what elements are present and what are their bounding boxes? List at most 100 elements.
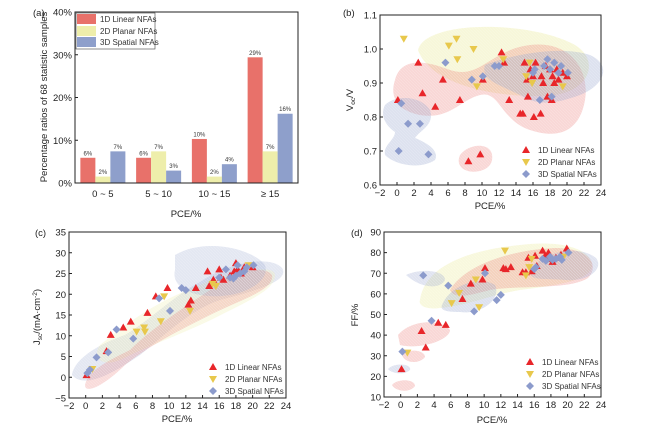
panel-c-point-spatial-19 — [249, 261, 258, 270]
panel-c-x-tick-label-11: 20 — [247, 401, 258, 412]
panel-d-x-tick-label-7: 12 — [496, 400, 507, 411]
panel-d-point-planar-7 — [525, 264, 534, 272]
panel-b-point-linear-11 — [505, 96, 514, 103]
panel-b-points — [393, 35, 572, 165]
panel-d-point-planar-6 — [521, 272, 530, 280]
bar-label-spatial-1: 3% — [169, 164, 178, 170]
panel-b-point-linear-19 — [529, 113, 538, 120]
panel-d-x-axis-label: PCE/% — [477, 415, 508, 426]
panel-d-point-linear-10 — [501, 265, 510, 273]
y-tick-label-3: 30% — [53, 50, 73, 61]
panel-a-y-axis-label: Percentage ratios of 68 statistic sample… — [39, 11, 50, 182]
panel-c-y-tick-label-6: 25 — [55, 269, 66, 280]
bar-spatial-2 — [221, 164, 237, 183]
panel-d-point-planar-2 — [455, 289, 464, 297]
panel-b-point-linear-13 — [518, 109, 527, 117]
panel-c-point-planar-7 — [208, 280, 217, 288]
panel-b-point-planar-1 — [444, 42, 453, 50]
panel-b-ylabel-sub: oc — [350, 97, 357, 105]
panel-b-ylabel-tail: /V — [345, 88, 356, 98]
panel-d-point-linear-11 — [506, 263, 515, 271]
panel-b-point-planar-0 — [399, 35, 408, 43]
panel-b-ticks: −2 0 2 4 6 8 10 12 14 16 18 20 22 240.60.70.80.91.01.… — [364, 11, 607, 200]
panel-b-y-tick-label-1: 0.7 — [364, 147, 377, 158]
panel-c-point-spatial-7 — [165, 306, 174, 315]
legend-label-planar: 2D Planar NFAs — [100, 27, 157, 36]
panel-d-label: (d) — [351, 228, 363, 239]
panel-c-y-tick-label-2: 5 — [61, 352, 66, 363]
panel-c-legend-marker-planar — [209, 376, 217, 383]
panel-c-ylabel-tail: /(mA·cm — [32, 298, 43, 334]
panel-d-point-spatial-9 — [531, 263, 540, 272]
panel-a-label: (a) — [33, 8, 45, 19]
panel-b-x-tick-label-1: 0 — [394, 188, 399, 199]
bar-linear-0 — [80, 157, 96, 183]
bar-label-linear-2: 10% — [193, 132, 206, 138]
panel-d-legend-label-linear: 1D Linear NFAs — [542, 358, 598, 367]
panel-d-region-hatch-4 — [406, 270, 445, 287]
panel-c-point-linear-12 — [205, 281, 214, 289]
panel-a-x-axis-label: PCE/% — [171, 209, 202, 220]
panel-b-point-planar-6 — [499, 56, 508, 64]
panel-b-point-linear-6 — [464, 157, 473, 165]
bar-planar-0 — [95, 176, 111, 183]
legend-swatch-linear — [77, 14, 96, 24]
panel-b-point-spatial-5 — [441, 58, 450, 67]
panel-c-y-tick-label-4: 15 — [55, 311, 66, 322]
bar-spatial-3 — [277, 113, 293, 183]
panel-b-x-tick-label-0: −2 — [375, 188, 386, 199]
panel-d-y-tick-label-6: 70 — [370, 269, 381, 280]
y-tick-label-0: 0% — [58, 179, 72, 190]
panel-d-legend-marker-planar — [526, 371, 534, 378]
panel-c-point-linear-10 — [191, 284, 200, 292]
panel-c-point-spatial-9 — [181, 286, 190, 295]
x-tick-label-0: 0 ~ 5 — [92, 189, 113, 200]
panel-c-point-planar-4 — [156, 318, 165, 326]
bar-label-spatial-0: 7% — [114, 145, 123, 151]
panel-b-point-spatial-4 — [424, 150, 433, 159]
panel-c-point-linear-8 — [184, 300, 193, 308]
panel-b-legend-marker-linear — [522, 146, 530, 153]
panel-c-x-tick-label-9: 16 — [214, 401, 225, 412]
bar-planar-3 — [262, 151, 278, 183]
legend-label-linear: 1D Linear NFAs — [100, 15, 156, 24]
panel-b-y-tick-label-4: 1.0 — [364, 45, 377, 56]
panel-c-x-tick-label-0: −2 — [64, 401, 75, 412]
panel-c-point-spatial-18 — [242, 263, 251, 272]
panel-d-point-linear-1 — [417, 327, 426, 334]
panel-d-point-spatial-5 — [480, 269, 489, 278]
panel-d-x-tick-label-13: 24 — [596, 400, 607, 411]
y-tick-label-2: 20% — [53, 93, 73, 104]
panel-d-legend-label-planar: 2D Planar NFAs — [542, 370, 599, 379]
panel-c-point-planar-8 — [211, 282, 220, 290]
panel-d-point-spatial-6 — [492, 296, 501, 305]
panel-c-x-tick-label-1: 0 — [83, 401, 88, 412]
bar-label-planar-0: 2% — [99, 170, 108, 176]
bar-linear-3 — [247, 57, 263, 183]
panel-b-point-spatial-19 — [557, 62, 566, 70]
panel-b-x-tick-label-13: 24 — [596, 188, 607, 199]
panel-c-point-spatial-15 — [233, 261, 242, 270]
panel-c-point-spatial-1 — [85, 365, 94, 374]
panel-d-point-spatial-7 — [496, 290, 505, 299]
panel-b-voc-scatter: (b) −2 0 2 4 6 8 10 12 14 16 18 20 22 240.60.70.80.91… — [343, 8, 606, 212]
panel-b-point-spatial-18 — [554, 68, 563, 77]
panel-c-point-spatial-2 — [92, 353, 101, 362]
panel-c-x-tick-label-3: 4 — [116, 401, 121, 412]
x-tick-label-1: 5 ~ 10 — [145, 189, 172, 200]
panel-b-x-tick-label-2: 2 — [411, 188, 416, 199]
panel-d-x-tick-label-10: 18 — [546, 400, 557, 411]
panel-d-legend-marker-spatial — [526, 382, 534, 390]
panel-b-label: (b) — [343, 8, 355, 19]
panel-c-point-planar-3 — [140, 328, 149, 336]
panel-c-point-linear-9 — [186, 296, 195, 304]
panel-b-x-tick-label-5: 8 — [462, 188, 467, 199]
panel-d-point-spatial-16 — [557, 255, 566, 264]
panel-d-point-planar-1 — [447, 300, 456, 308]
panel-b-point-planar-3 — [453, 56, 462, 64]
panel-b-point-linear-2 — [418, 89, 427, 97]
panel-b-point-linear-1 — [414, 58, 423, 66]
panel-b-point-linear-7 — [476, 150, 485, 158]
panel-c-y-tick-label-1: 0 — [61, 373, 66, 384]
